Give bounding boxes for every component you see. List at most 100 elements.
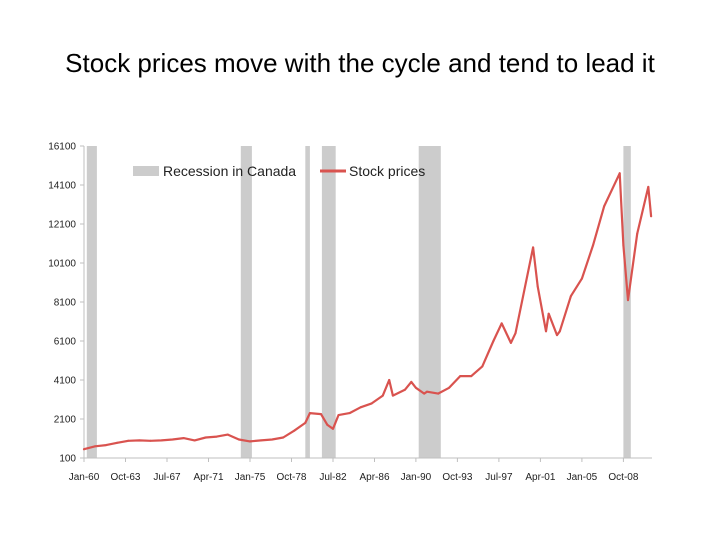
stock-prices-point	[370, 402, 373, 405]
stock-prices-point	[556, 334, 558, 337]
stock-prices-point	[204, 436, 207, 439]
stock-prices-point	[410, 380, 413, 383]
stock-prices-point	[337, 414, 340, 417]
stock-prices-point	[569, 295, 572, 298]
series-layer	[82, 172, 653, 451]
stock-prices-point	[437, 392, 440, 395]
stock-prices-point	[647, 185, 650, 188]
stock-prices-point	[249, 440, 251, 443]
x-tick-label: Apr-01	[525, 472, 555, 483]
stock-prices-point	[622, 244, 625, 247]
stock-prices-point	[500, 322, 503, 325]
stock-prices-point	[149, 439, 152, 442]
recession-band	[321, 146, 336, 458]
stock-prices-point	[332, 427, 334, 430]
x-tick-label: Jul-97	[485, 472, 513, 483]
y-tick-label: 12100	[48, 220, 76, 231]
stock-prices-point	[627, 299, 629, 302]
stock-prices-point	[470, 375, 473, 378]
x-tick-label: Oct-63	[110, 472, 140, 483]
stock-prices-point	[116, 441, 119, 444]
legend: Recession in Canada Stock prices	[133, 163, 425, 179]
x-tick-label: Jul-67	[153, 472, 181, 483]
stock-prices-point	[304, 421, 307, 424]
stock-prices-point	[545, 330, 547, 333]
stock-prices-point	[388, 379, 391, 381]
recession-band	[623, 146, 631, 458]
stock-prices-point	[580, 277, 583, 280]
stock-prices-point	[94, 445, 97, 448]
stock-prices-point	[271, 438, 274, 441]
x-tick-label: Jan-75	[235, 472, 266, 483]
stock-prices-point	[592, 244, 594, 247]
stock-prices-line	[82, 172, 653, 451]
stock-prices-point	[426, 390, 428, 393]
stock-prices-point	[215, 435, 218, 438]
stock-prices-point	[308, 412, 311, 415]
stock-prices-point	[403, 388, 406, 391]
legend-swatch-recession	[133, 166, 159, 176]
recession-band	[240, 146, 252, 458]
stock-prices-point	[547, 312, 550, 315]
stock-prices-point	[459, 375, 462, 378]
stock-prices-point	[359, 406, 362, 409]
stock-prices-point	[492, 340, 495, 342]
recession-band	[418, 146, 441, 458]
recession-band	[305, 146, 310, 458]
y-tick-label: 6100	[54, 337, 77, 348]
recession-bands	[86, 146, 631, 458]
x-tick-label: Jan-05	[567, 472, 598, 483]
y-axis: 100 2100 4100 6100 8100 10100 12100 14100 16100	[48, 142, 85, 465]
legend-label-stock-prices: Stock prices	[349, 163, 425, 179]
stock-prices-point	[138, 439, 141, 442]
stock-prices-point	[320, 413, 322, 416]
stock-prices-point	[127, 439, 130, 442]
y-tick-label: 16100	[48, 142, 76, 153]
stock-prices-point	[193, 439, 196, 442]
stock-prices-point	[532, 246, 535, 249]
stock-prices-point	[282, 436, 285, 439]
stock-prices-point	[182, 437, 185, 440]
slide-title: Stock prices move with the cycle and ten…	[65, 48, 655, 78]
x-axis: Jan-60 Oct-63 Jul-67 Apr-71 Jan-75 Oct-78 Jul-…	[69, 457, 652, 483]
y-tick-label: 8100	[54, 298, 77, 309]
legend-label-recession: Recession in Canada	[163, 163, 296, 179]
stock-prices-point	[105, 444, 108, 447]
stock-prices-point	[481, 365, 484, 368]
x-tick-label: Jan-60	[69, 472, 100, 483]
x-tick-label: Apr-71	[193, 472, 223, 483]
stock-prices-point	[83, 448, 85, 451]
y-tick-label: 10100	[48, 259, 76, 270]
stock-prices-point	[260, 439, 262, 442]
stock-prices-point	[414, 386, 417, 389]
x-tick-label: Jan-90	[401, 472, 432, 483]
stock-prices-point	[514, 332, 517, 335]
x-tick-label: Apr-86	[359, 472, 389, 483]
stock-prices-point	[558, 330, 561, 333]
stock-prices-point	[536, 285, 539, 288]
stock-prices-point	[603, 205, 606, 208]
x-tick-label: Oct-08	[608, 472, 638, 483]
stock-prices-point	[423, 392, 426, 395]
stock-prices-point	[448, 386, 451, 389]
stock-prices-point	[636, 232, 639, 235]
stock-prices-point	[650, 215, 653, 218]
stock-prices-point	[171, 438, 174, 441]
recession-band	[86, 146, 97, 458]
stock-prices-point	[326, 423, 329, 426]
stock-prices-point	[381, 394, 384, 397]
y-tick-label: 14100	[48, 181, 76, 192]
x-tick-label: Oct-78	[276, 472, 306, 483]
stock-prices-point	[348, 412, 351, 415]
stock-prices-point	[226, 433, 229, 436]
stock-prices-point	[160, 439, 163, 442]
stock-prices-point	[293, 429, 296, 432]
y-tick-label: 2100	[54, 415, 77, 426]
stock-prices-point	[618, 172, 621, 175]
stock-prices-point	[509, 341, 512, 344]
stock-prices-point	[237, 438, 240, 441]
stock-prices-point	[391, 394, 394, 397]
x-tick-label: Oct-93	[442, 472, 472, 483]
y-tick-label: 100	[59, 454, 76, 465]
